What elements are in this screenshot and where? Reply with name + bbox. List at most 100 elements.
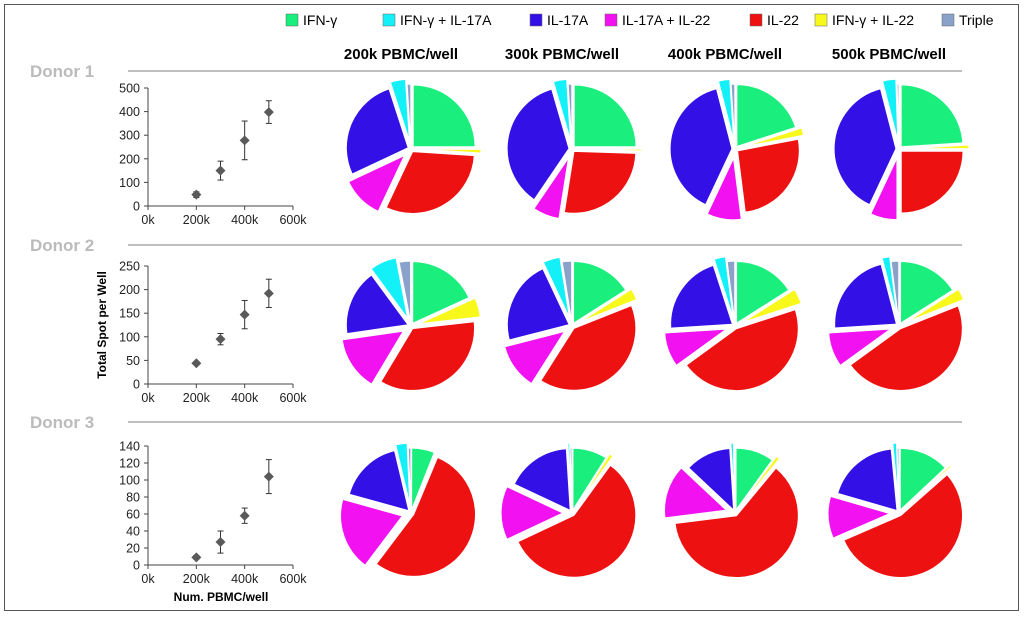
pie-slice-il-17a <box>506 267 571 341</box>
pie-slice-il-22 <box>375 456 477 578</box>
pie-slice-ifn-gamma-il-22 <box>741 288 802 324</box>
y-tick-label: 150 <box>119 307 140 321</box>
pie-slice-il-22 <box>674 467 799 579</box>
pie-slice-ifn-gamma <box>412 84 476 148</box>
pie-slice-ifn-gamma-il-17a <box>542 256 571 319</box>
y-tick-label: 100 <box>119 176 140 190</box>
y-tick-label: 100 <box>119 330 140 344</box>
pie-slice-il-17a-il-22 <box>828 328 893 367</box>
legend-swatch <box>941 13 955 27</box>
pie-slice-ifn-gamma-il-22 <box>579 148 643 152</box>
y-tick-label: 0 <box>133 200 140 214</box>
pie-slice-triple <box>896 83 900 147</box>
data-marker <box>239 510 250 521</box>
legend-label: IFN-γ + IL-17A <box>400 12 492 28</box>
pie-slice-il-17a-il-22 <box>500 485 565 541</box>
pie-slice-il-17a-il-22 <box>663 466 728 519</box>
legend-item-il-22: IL-22 <box>749 12 799 28</box>
pie-slice-il-17a-il-22 <box>341 330 405 386</box>
legend-item-il-17a-il-22: IL-17A + IL-22 <box>604 12 711 28</box>
data-point-1 <box>191 552 202 563</box>
scatter-donor-1: 0 100 200 300 400 500 0k 200k 400k 600k <box>119 82 307 228</box>
pie-slice-ifn-gamma-il-22 <box>905 288 965 323</box>
x-tick-label: 200k <box>183 213 211 227</box>
data-marker <box>263 107 274 118</box>
pie-slice-il-22 <box>539 304 637 391</box>
x-tick-label: 600k <box>279 391 307 405</box>
pie-slice-ifn-gamma-il-22 <box>906 144 970 150</box>
pie-slice-il-17a-il-22 <box>533 157 570 220</box>
pie-donor-3-400k-pbmc-well <box>663 442 799 579</box>
legend: IFN-γ IFN-γ + IL-17A IL-17A IL-17A + IL-22 I… <box>285 12 994 28</box>
pie-slice-ifn-gamma-il-17a <box>881 78 899 142</box>
x-tick-label: 600k <box>279 213 307 227</box>
pie-slice-triple <box>561 260 573 324</box>
pie-slice-il-17a-il-22 <box>706 155 743 221</box>
pie-slice-il-17a-il-22 <box>827 495 892 539</box>
pie-slice-il-22 <box>849 305 963 392</box>
pie-donor-3-300k-pbmc-well <box>500 442 637 578</box>
legend-swatch <box>382 13 396 27</box>
legend-swatch <box>604 13 618 27</box>
pie-slice-il-22 <box>842 473 964 579</box>
pie-slice-ifn-gamma <box>412 260 470 325</box>
column-titles: 200k PBMC/well 300k PBMC/well 400k PBMC/we… <box>344 46 946 63</box>
pie-slice-ifn-gamma-il-17a <box>717 78 735 142</box>
pie-slice-ifn-gamma <box>899 447 947 512</box>
scatter-donor-2: 0 50 100 150 200 250 0k 200k 400k 600k <box>119 260 307 406</box>
pie-slice-triple <box>733 447 736 511</box>
legend-item-triple: Triple <box>941 12 994 28</box>
pie-slice-il-17a-il-22 <box>347 154 406 213</box>
pie-slice-il-22 <box>385 150 476 215</box>
y-axis-title: Total Spot per Well <box>95 271 109 379</box>
pie-slice-ifn-gamma <box>573 84 637 148</box>
pie-row-donor-3 <box>339 442 964 579</box>
pie-slice-triple <box>730 83 736 147</box>
data-marker <box>191 552 202 563</box>
pie-donor-1-200k-pbmc-well <box>345 78 482 215</box>
pie-slice-il-17a <box>833 87 897 206</box>
pie-slice-il-17a <box>345 274 410 335</box>
data-point-2 <box>215 332 226 346</box>
legend-item-ifn-gamma-il-22: IFN-γ + IL-22 <box>814 12 914 28</box>
legend-label: IL-17A + IL-22 <box>622 12 711 28</box>
pie-slice-ifn-gamma <box>736 83 797 148</box>
data-point-3 <box>239 507 250 524</box>
pie-slice-il-17a-il-22 <box>869 157 898 221</box>
data-marker <box>191 358 202 369</box>
pie-slice-ifn-gamma <box>572 260 627 325</box>
pie-slice-ifn-gamma-il-22 <box>904 464 953 509</box>
pie-slice-triple <box>726 260 736 324</box>
pie-slice-il-17a <box>513 448 571 512</box>
pie-slice-ifn-gamma <box>900 84 964 148</box>
pie-slice-il-17a <box>834 263 898 329</box>
pie-slice-ifn-gamma-il-22 <box>418 297 481 325</box>
pie-slice-ifn-gamma <box>735 260 790 325</box>
data-point-2 <box>215 160 226 181</box>
x-tick-label: 400k <box>231 391 259 405</box>
pie-slice-ifn-gamma <box>572 447 607 513</box>
pie-slice-ifn-gamma-il-22 <box>739 455 781 508</box>
x-tick-label: 400k <box>231 572 259 586</box>
pie-slice-ifn-gamma-il-17a <box>394 442 411 506</box>
pie-slice-ifn-gamma-il-17a <box>713 256 734 319</box>
column-title-2: 300k PBMC/well <box>505 46 619 63</box>
data-point-4 <box>263 278 274 309</box>
y-tick-label: 200 <box>119 152 140 166</box>
pie-slice-il-17a <box>348 449 410 512</box>
pie-slice-il-17a <box>506 88 570 201</box>
data-marker <box>215 334 226 345</box>
legend-item-il-17a: IL-17A <box>529 12 589 28</box>
donor-label-2: Donor 2 <box>30 236 94 255</box>
legend-label: IL-22 <box>767 12 799 28</box>
data-marker <box>263 288 274 299</box>
y-tick-label: 100 <box>119 474 140 488</box>
pie-slice-ifn-gamma <box>410 447 436 511</box>
pie-slice-il-22 <box>379 320 476 392</box>
pie-slice-triple <box>407 447 412 511</box>
legend-item-ifn-gamma: IFN-γ <box>285 12 337 28</box>
pie-slice-ifn-gamma <box>735 447 774 512</box>
pie-slice-ifn-gamma-il-22 <box>413 447 439 506</box>
pie-slice-ifn-gamma-il-17a <box>881 255 899 319</box>
